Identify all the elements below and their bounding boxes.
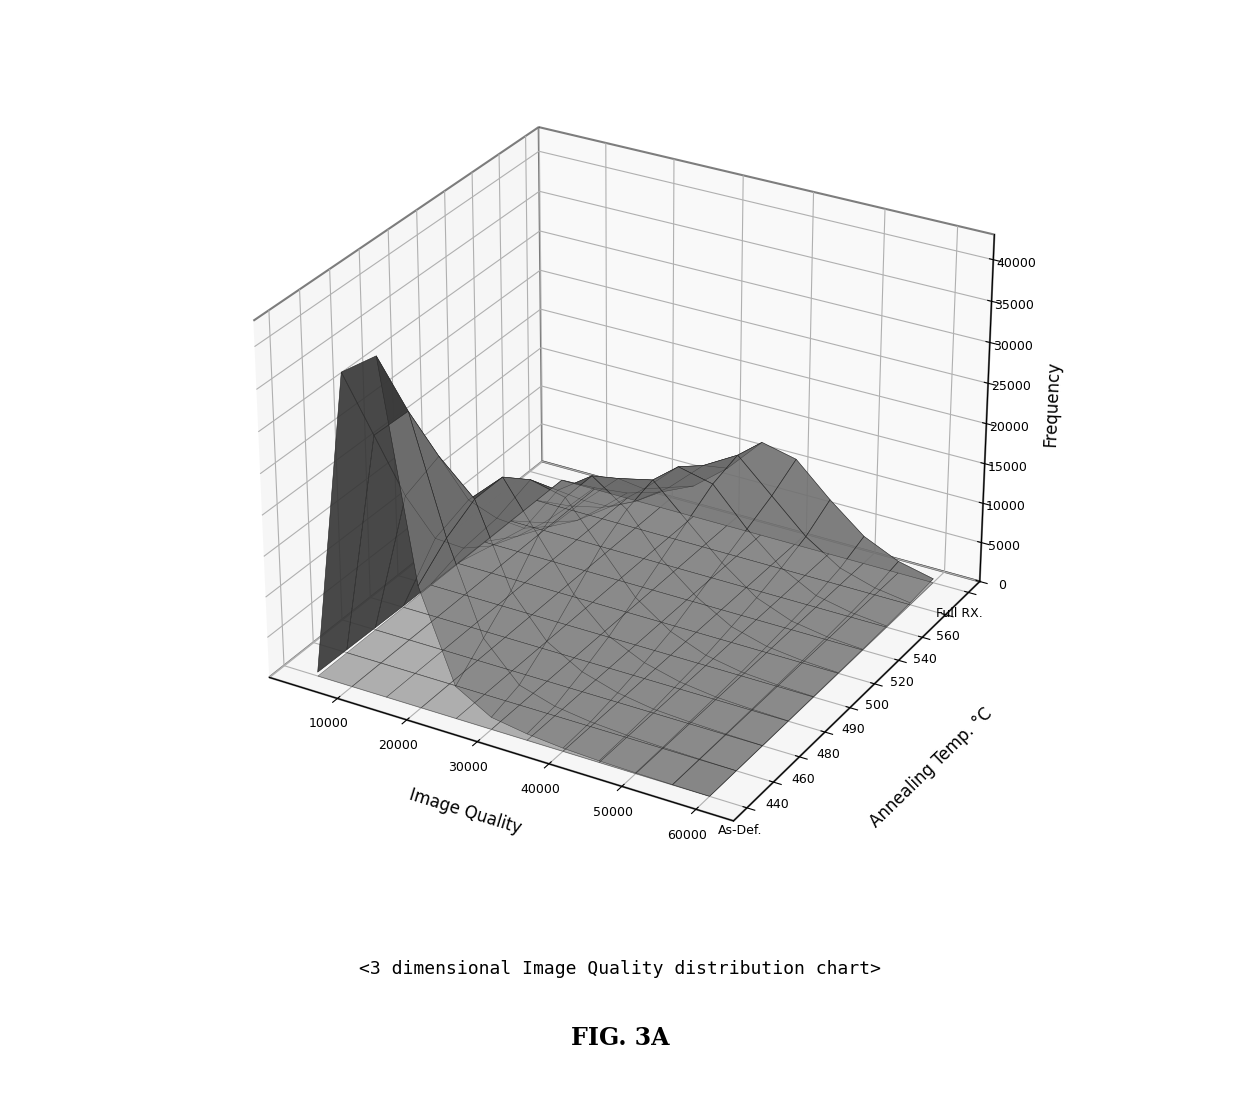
Text: FIG. 3A: FIG. 3A [570,1026,670,1050]
Text: <3 dimensional Image Quality distribution chart>: <3 dimensional Image Quality distributio… [360,959,880,978]
Y-axis label: Annealing Temp. °C: Annealing Temp. °C [867,704,996,830]
X-axis label: Image Quality: Image Quality [407,785,523,837]
